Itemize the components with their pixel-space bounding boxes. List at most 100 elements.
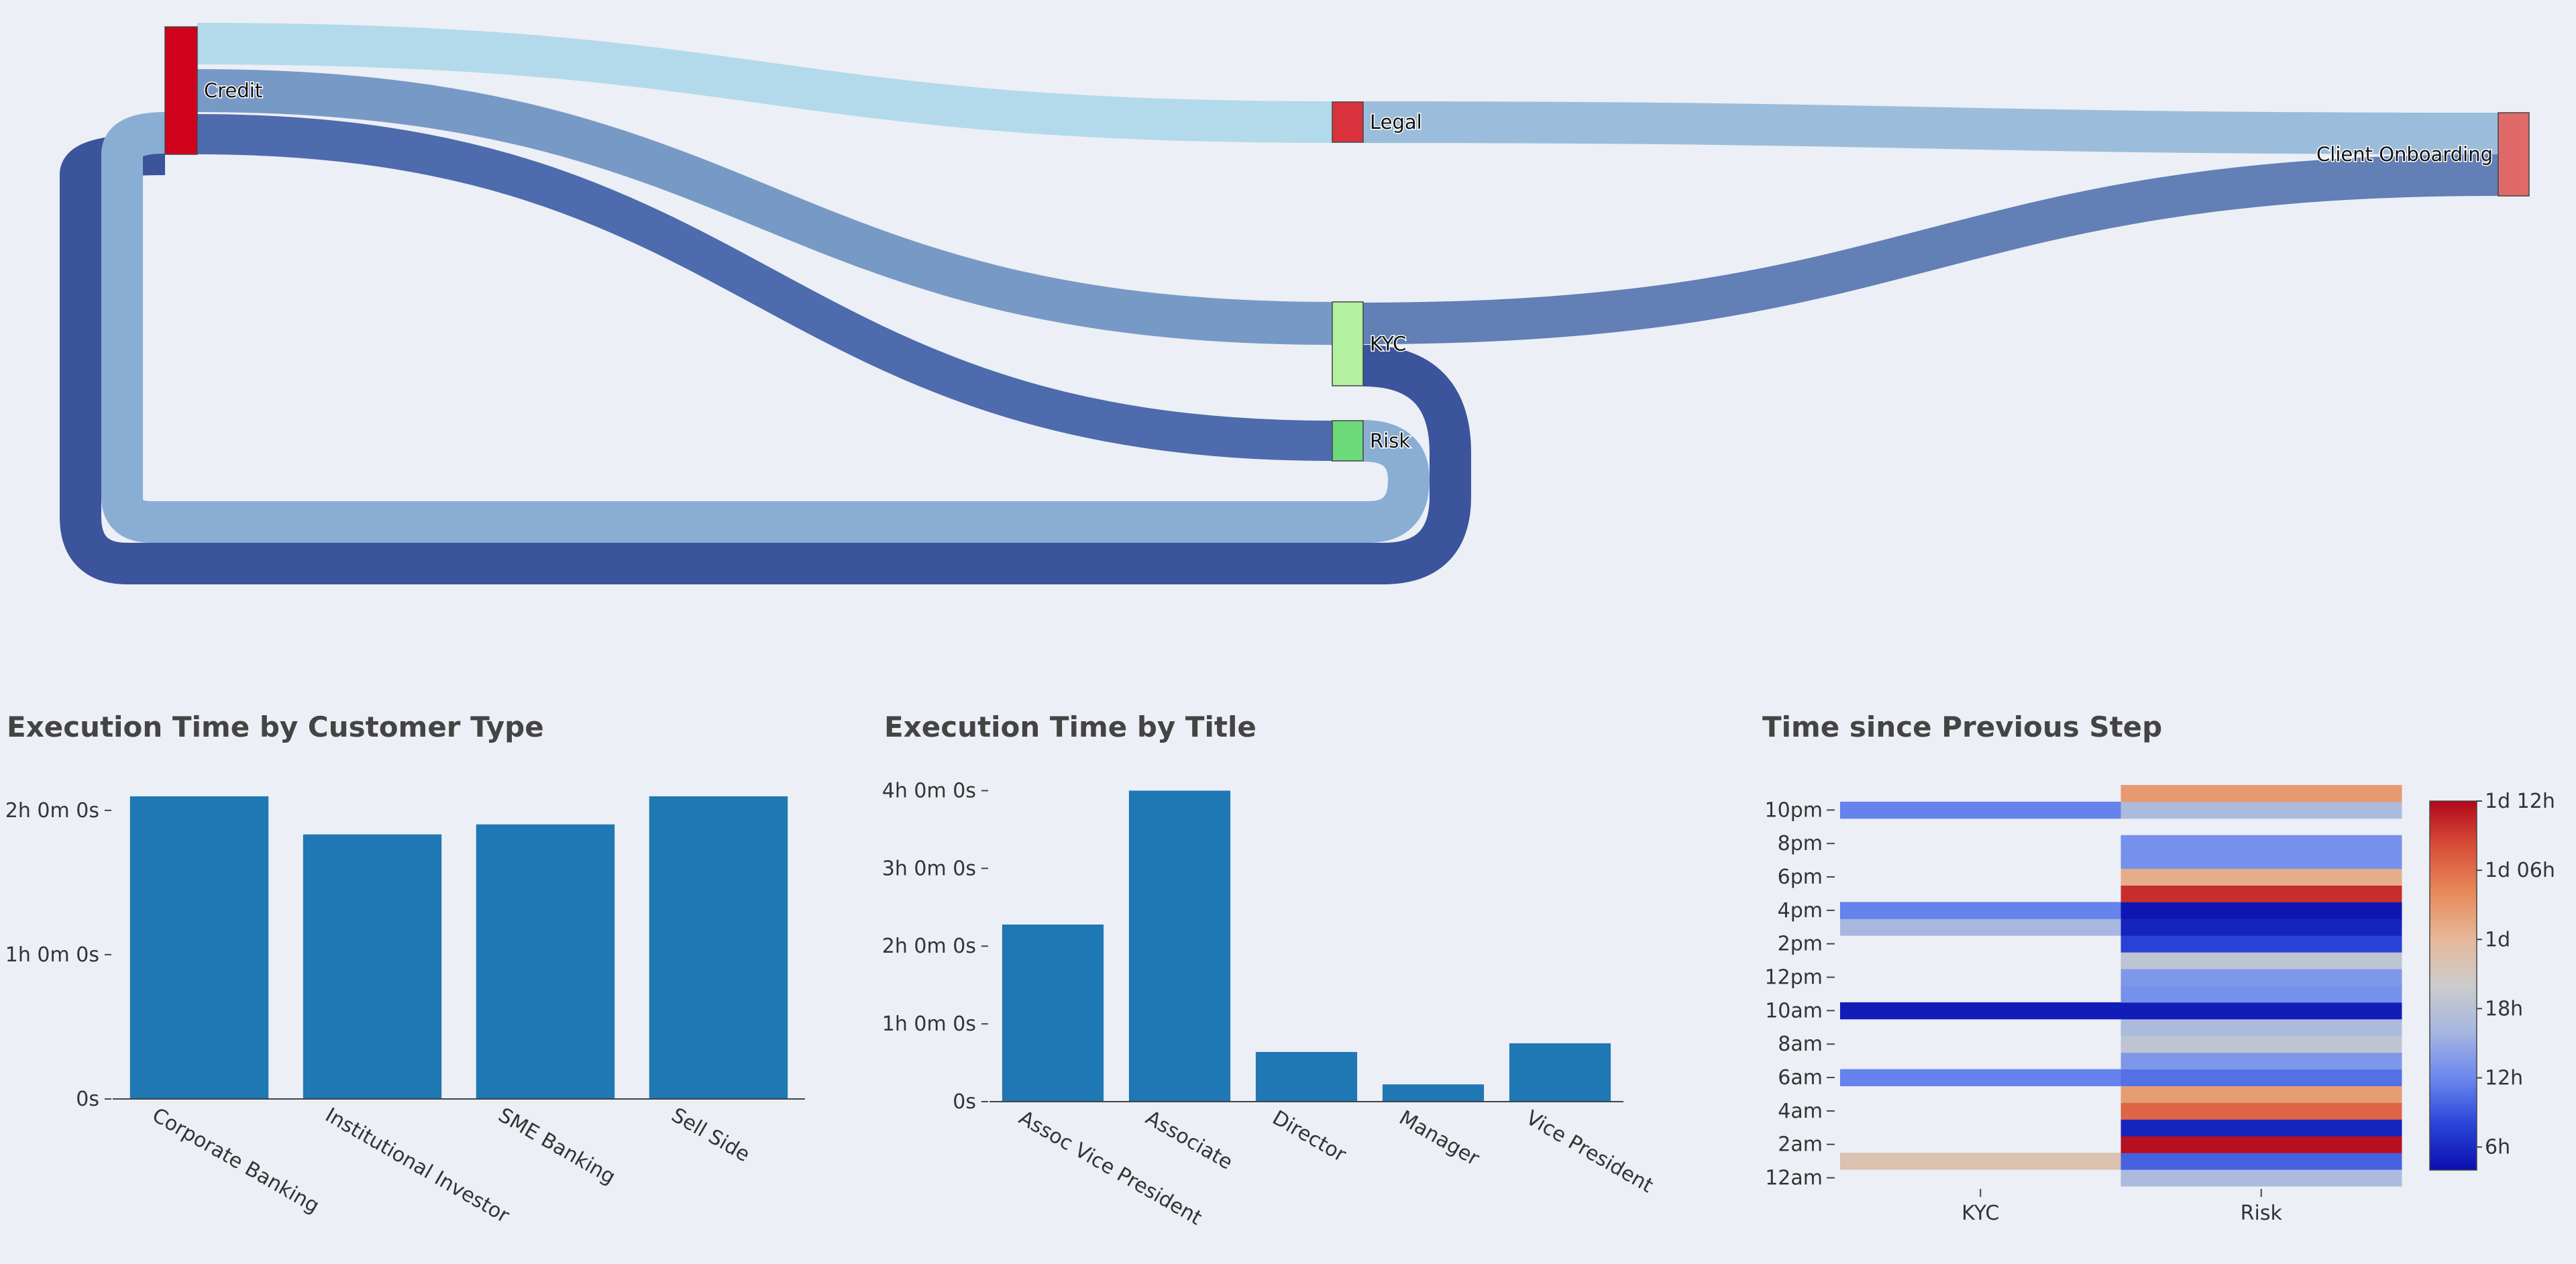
heatmap-cell-kyc-6 xyxy=(1840,1069,2121,1086)
bar1-title: Execution Time by Customer Type xyxy=(7,710,544,743)
bar2-bar-associate xyxy=(1128,790,1231,1102)
heatmap-cell-kyc-16 xyxy=(1840,902,2121,919)
bar1-bar-sme-banking xyxy=(476,824,615,1099)
bar2-ytick-label: 1h 0m 0s xyxy=(882,1012,976,1036)
bar2-bar-manager xyxy=(1382,1084,1485,1102)
heatmap-cell-risk-5 xyxy=(2121,1086,2402,1103)
sankey-link-credit-legal xyxy=(197,23,1333,143)
heatmap-cell-risk-9 xyxy=(2121,1018,2402,1037)
heatmap-cell-risk-13 xyxy=(2121,952,2402,969)
heatmap-ytick-label: 12pm xyxy=(1765,966,1823,990)
customer-type-bar-chart: Execution Time by Customer Type 0s 1h 0m 0… xyxy=(5,710,805,1228)
sankey-link-credit-risk xyxy=(197,114,1333,461)
heatmap-cell-risk-8 xyxy=(2121,1035,2402,1053)
sankey-node-kyc xyxy=(1332,301,1364,386)
sankey-node-label-kyc: KYC xyxy=(1370,333,1406,356)
bar1-bar-institutional-investor xyxy=(303,834,442,1099)
bar1-category-label: Sell Side xyxy=(667,1104,754,1167)
heatmap-cell-risk-0 xyxy=(2121,1169,2402,1187)
heatmap-ytick-label: 4pm xyxy=(1778,899,1823,923)
bar2-ytick-label: 4h 0m 0s xyxy=(882,779,976,802)
bar1-bar-corporate-banking xyxy=(129,796,269,1099)
bar2-bar-vice-president xyxy=(1509,1043,1611,1102)
colorbar-tick-label: 6h xyxy=(2485,1136,2510,1159)
bar1-ytick-label: 1h 0m 0s xyxy=(5,943,99,967)
heatmap-cell-risk-20 xyxy=(2121,835,2402,853)
heatmap-cell-risk-4 xyxy=(2121,1102,2402,1120)
heatmap-cell-risk-7 xyxy=(2121,1052,2402,1070)
bar1-ytick-label: 2h 0m 0s xyxy=(5,799,99,823)
heatmap-cell-kyc-22 xyxy=(1840,801,2121,819)
heatmap-ytick-label: 8pm xyxy=(1778,832,1823,855)
heatmap-cell-risk-6 xyxy=(2121,1069,2402,1086)
bar1-category-label: Corporate Banking xyxy=(148,1104,323,1218)
bar2-title: Execution Time by Title xyxy=(884,710,1256,743)
bar1-bar-sell-side xyxy=(649,796,788,1099)
heatmap-cell-risk-18 xyxy=(2121,868,2402,886)
heatmap-cell-kyc-10 xyxy=(1840,1002,2121,1020)
bar2-bar-assoc-vice-president xyxy=(1002,925,1104,1102)
heatmap-ytick-label: 2pm xyxy=(1778,933,1823,956)
time-since-previous-step-heatmap: Time since Previous Step 12am 2am 4am 6am 8am… xyxy=(1762,710,2555,1225)
sankey-link-legal-onboarding xyxy=(1362,101,2499,154)
bar2-category-label: Vice President xyxy=(1522,1106,1658,1198)
sankey-node-label-legal: Legal xyxy=(1370,111,1422,134)
heatmap-cell-risk-10 xyxy=(2121,1002,2402,1020)
heatmap-cell-risk-15 xyxy=(2121,918,2402,936)
heatmap-cell-risk-19 xyxy=(2121,851,2402,870)
sankey-diagram: Credit Legal KYC Risk Client Onboarding xyxy=(60,23,2530,584)
heatmap-cell-risk-2 xyxy=(2121,1136,2402,1153)
bar1-ytick-label: 0s xyxy=(76,1088,99,1111)
sankey-link-kyc-credit xyxy=(60,134,1471,584)
heatmap-cell-risk-3 xyxy=(2121,1119,2402,1137)
colorbar-tick-label: 1d 12h xyxy=(2485,790,2555,813)
heatmap-cell-risk-17 xyxy=(2121,885,2402,902)
sankey-link-kyc-onboarding xyxy=(1362,154,2499,344)
bar2-ytick-label: 2h 0m 0s xyxy=(882,935,976,958)
bar1-category-label: SME Banking xyxy=(494,1104,620,1190)
heatmap-cell-kyc-1 xyxy=(1840,1153,2121,1170)
sankey-link-risk-credit xyxy=(101,112,1430,543)
sankey-node-risk xyxy=(1332,420,1364,462)
bar2-bar-director xyxy=(1255,1051,1358,1102)
sankey-link-credit-kyc xyxy=(197,69,1333,345)
heatmap-cell-risk-1 xyxy=(2121,1153,2402,1170)
bar2-category-label: Associate xyxy=(1142,1106,1237,1175)
heatmap-ytick-label: 2am xyxy=(1778,1133,1823,1157)
bar2-ytick-label: 3h 0m 0s xyxy=(882,857,976,880)
bar2-category-label: Manager xyxy=(1395,1106,1484,1171)
colorbar-tick-label: 1d 06h xyxy=(2485,859,2555,882)
heatmap-xtick-label: Risk xyxy=(2241,1202,2283,1225)
heatmap-cell-risk-23 xyxy=(2121,785,2402,802)
colorbar-tick-label: 1d xyxy=(2485,928,2510,951)
sankey-node-legal xyxy=(1332,101,1364,143)
heatmap-cell-risk-12 xyxy=(2121,969,2402,986)
heatmap-cell-risk-14 xyxy=(2121,935,2402,953)
heatmap-xtick-label: KYC xyxy=(1962,1202,1999,1225)
colorbar-tick-label: 12h xyxy=(2485,1067,2523,1090)
heatmap-ytick-label: 12am xyxy=(1765,1167,1823,1190)
heatmap-ytick-label: 8am xyxy=(1778,1033,1823,1056)
sankey-node-label-onboarding: Client Onboarding xyxy=(2316,143,2493,166)
sankey-node-label-risk: Risk xyxy=(1370,429,1410,452)
bar2-category-label: Director xyxy=(1269,1106,1350,1167)
heatmap-ytick-label: 10am xyxy=(1765,999,1823,1022)
heatmap-cell-risk-11 xyxy=(2121,986,2402,1003)
heatmap-ytick-label: 4am xyxy=(1778,1100,1823,1123)
heatmap-cell-risk-16 xyxy=(2121,902,2402,919)
bar1-category-label: Institutional Investor xyxy=(321,1104,514,1228)
heatmap-title: Time since Previous Step xyxy=(1762,710,2162,743)
heatmap-cell-risk-22 xyxy=(2121,801,2402,819)
heatmap-cell-kyc-15 xyxy=(1840,918,2121,936)
sankey-node-label-credit: Credit xyxy=(204,79,262,102)
colorbar xyxy=(2429,800,2477,1171)
heatmap-ytick-label: 6am xyxy=(1778,1066,1823,1090)
heatmap-ytick-label: 10pm xyxy=(1765,798,1823,822)
sankey-node-credit xyxy=(164,26,198,155)
colorbar-tick-label: 18h xyxy=(2485,997,2523,1020)
bar2-ytick-label: 0s xyxy=(953,1090,976,1114)
sankey-node-onboarding xyxy=(2498,112,2530,197)
title-bar-chart: Execution Time by Title 0s 1h 0m 0s 2h 0m 0… xyxy=(882,710,1658,1230)
heatmap-ytick-label: 6pm xyxy=(1778,865,1823,889)
